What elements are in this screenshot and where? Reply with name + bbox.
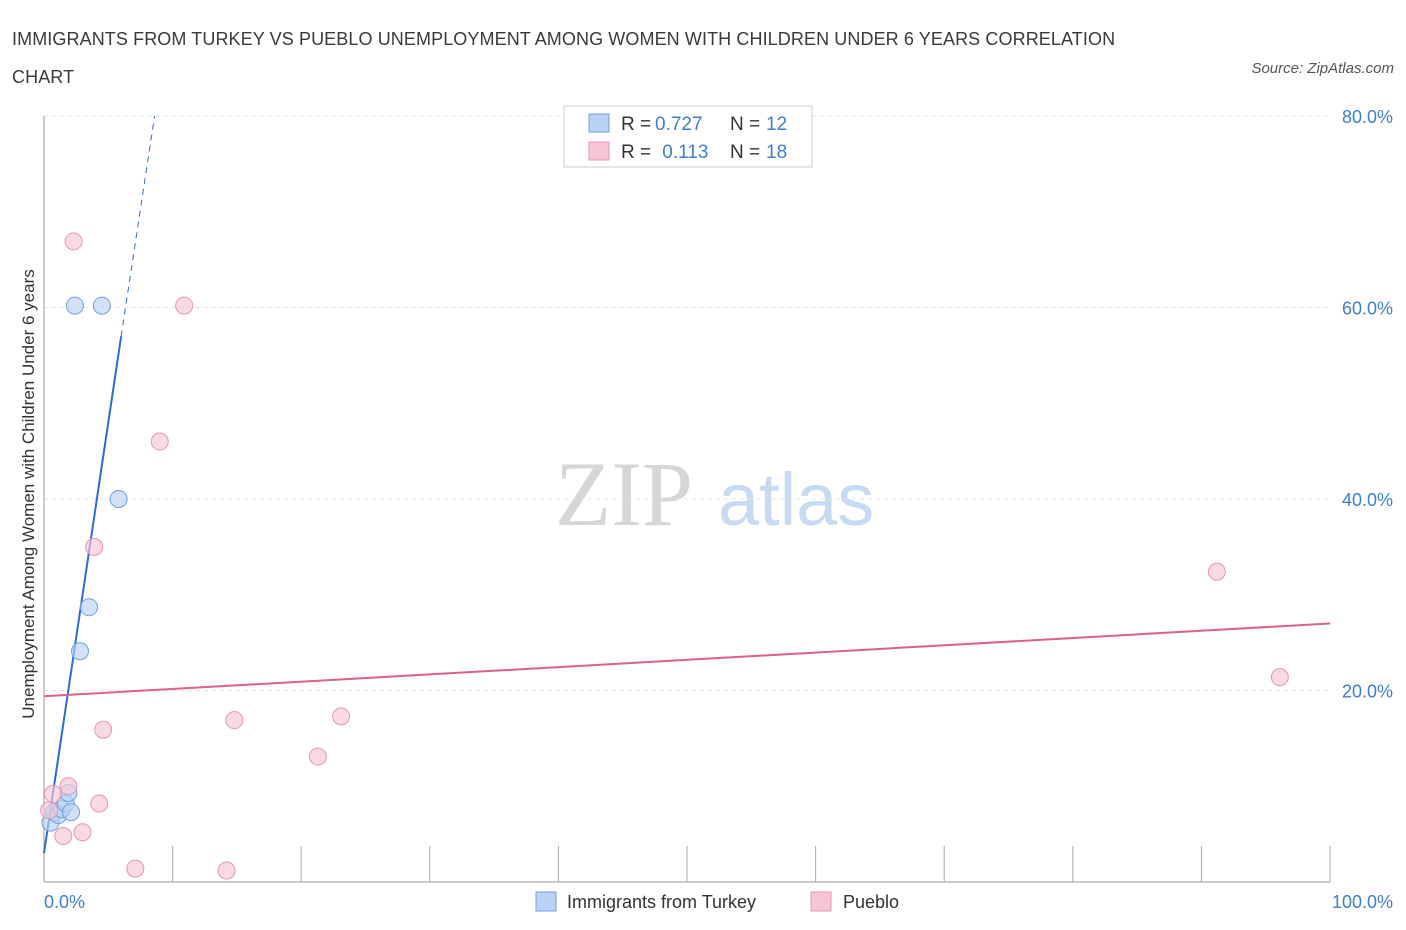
stats-legend: R = 0.727 N = 12 R = 0.113 N = 18 (563, 105, 813, 168)
x-ticks (172, 846, 1331, 882)
legend-label-pueblo: Pueblo (843, 892, 899, 912)
gridlines (44, 115, 1330, 691)
y-tick-label-80: 80.0% (1342, 107, 1393, 127)
stats-n-value-pueblo: 18 (766, 142, 787, 163)
point-1-6 (85, 537, 104, 556)
point-1-15 (332, 707, 351, 726)
y-tick-label-20: 20.0% (1342, 682, 1393, 702)
point-1-8 (94, 720, 113, 739)
point-0-7 (65, 296, 84, 315)
point-1-12 (217, 861, 236, 880)
point-0-10 (92, 296, 111, 315)
series-legend: Immigrants from Turkey Pueblo (535, 891, 899, 912)
x-tick-label-min: 0.0% (44, 892, 85, 912)
point-1-17 (1270, 668, 1289, 687)
point-1-2 (54, 827, 73, 846)
point-0-6 (62, 803, 81, 822)
chart-title: IMMIGRANTS FROM TURKEY VS PUEBLO UNEMPLO… (12, 29, 1116, 87)
stats-r-value-pueblo: 0.113 (657, 142, 708, 163)
point-1-16 (1207, 562, 1226, 581)
stats-n-label-turkey: N = (730, 114, 760, 135)
trend-lines (43, 115, 1331, 854)
stats-n-value-turkey: 12 (766, 114, 787, 135)
point-1-4 (64, 232, 83, 251)
point-1-3 (59, 777, 78, 796)
point-1-1 (44, 784, 63, 803)
point-1-0 (40, 801, 59, 820)
source-credit: Source: ZipAtlas.com (1251, 60, 1394, 77)
stats-n-label-pueblo: N = (730, 142, 760, 163)
legend-swatch-turkey (535, 891, 557, 912)
point-1-7 (90, 794, 109, 813)
point-1-13 (225, 711, 244, 730)
stats-r-label-pueblo: R = (621, 142, 651, 163)
point-1-10 (150, 432, 169, 451)
trend-line-0 (43, 336, 123, 854)
point-0-9 (80, 598, 99, 617)
stats-r-value-turkey: 0.727 (655, 114, 703, 135)
point-1-11 (175, 296, 194, 315)
y-axis-title: Unemployment Among Women with Children U… (19, 269, 38, 718)
stats-swatch-pueblo (588, 141, 610, 161)
legend-swatch-pueblo (810, 891, 832, 912)
stats-r-label-turkey: R = (621, 114, 651, 135)
data-points (40, 232, 1289, 880)
x-tick-label-max: 100.0% (1332, 892, 1393, 912)
stats-swatch-turkey (588, 113, 610, 133)
point-0-8 (71, 642, 90, 661)
trend-line-extension-0 (120, 115, 156, 337)
watermark-zip: ZIP (555, 443, 693, 545)
trend-line-1 (43, 622, 1331, 698)
y-tick-label-60: 60.0% (1342, 299, 1393, 319)
y-tick-label-40: 40.0% (1342, 490, 1393, 510)
point-1-5 (73, 823, 92, 842)
point-1-9 (126, 859, 145, 878)
legend-label-turkey: Immigrants from Turkey (567, 892, 756, 912)
point-1-14 (308, 747, 327, 766)
y-tick-labels: 20.0% 40.0% 60.0% 80.0% (1342, 107, 1393, 702)
point-0-11 (109, 490, 128, 508)
